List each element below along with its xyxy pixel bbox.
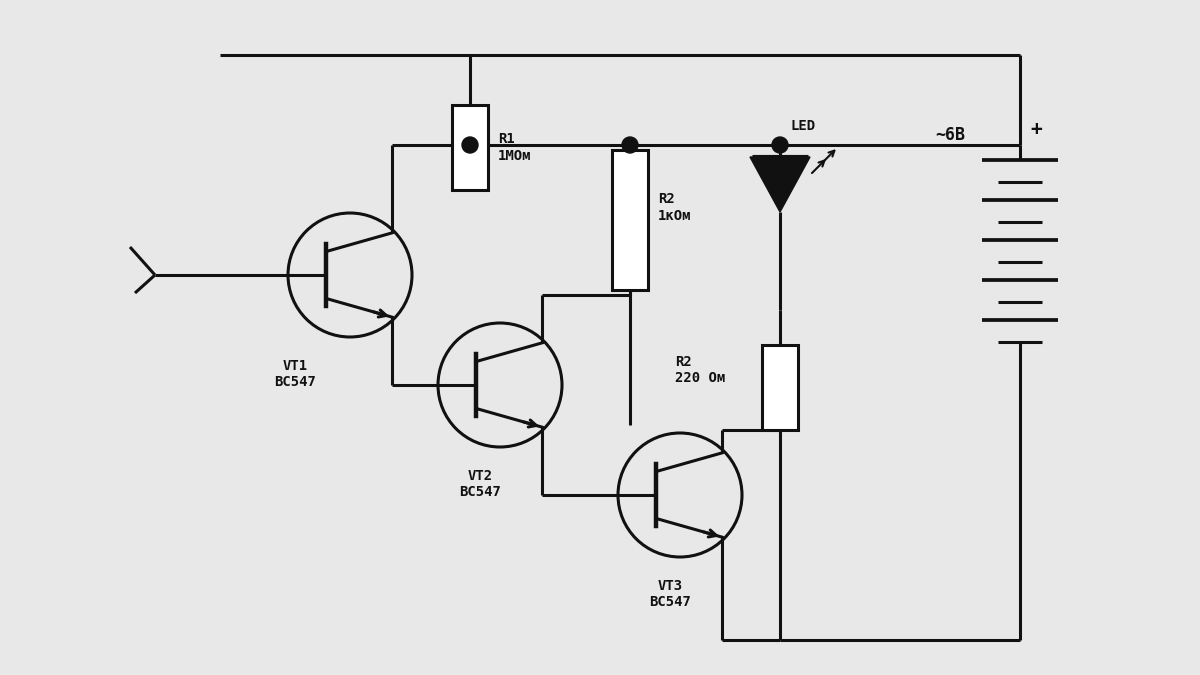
Text: VT3
BC547: VT3 BC547 <box>649 579 691 610</box>
Text: LED: LED <box>790 119 815 133</box>
Bar <box>762 345 798 430</box>
Text: R1
1МОм: R1 1МОм <box>498 132 532 163</box>
Text: +: + <box>1030 121 1042 140</box>
Text: ~6В: ~6В <box>935 126 965 144</box>
Polygon shape <box>750 157 810 212</box>
Circle shape <box>622 137 638 153</box>
Circle shape <box>462 137 478 153</box>
Text: VT2
BC547: VT2 BC547 <box>460 469 500 500</box>
Text: R2
1кОм: R2 1кОм <box>658 192 691 223</box>
Text: VT1
BC547: VT1 BC547 <box>274 359 316 389</box>
Circle shape <box>772 137 788 153</box>
Bar <box>452 105 488 190</box>
Text: R2
220 Ом: R2 220 Ом <box>674 355 725 385</box>
Bar <box>612 150 648 290</box>
